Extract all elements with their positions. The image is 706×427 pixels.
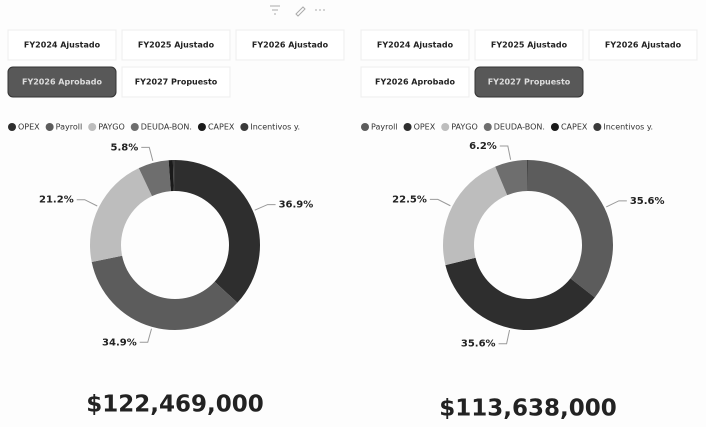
data-label: 22.5% (392, 194, 427, 205)
leader-line (498, 329, 511, 345)
filter-button[interactable] (474, 29, 584, 61)
legend-swatch (483, 123, 492, 131)
filter-button[interactable] (121, 66, 231, 98)
legend-label: Payroll (56, 123, 83, 132)
filter-label[interactable]: FY2026 Aprobado (22, 78, 103, 87)
filter-label[interactable]: FY2024 Ajustado (377, 41, 454, 50)
legend-label: PAYGO (98, 123, 125, 132)
donut-slice (443, 166, 508, 266)
filter-button[interactable] (7, 66, 117, 98)
data-label: 36.9% (279, 200, 314, 211)
filter-label[interactable]: FY2027 Propuesto (135, 78, 218, 87)
legend-label: Incentivos y. (603, 123, 653, 132)
donut-slice (445, 257, 595, 330)
filter-icon (270, 5, 280, 15)
donut-slice (528, 160, 613, 298)
data-label: 21.2% (39, 195, 74, 206)
data-label: 5.8% (111, 142, 139, 153)
legend-swatch (240, 123, 249, 131)
legend-label: Incentivos y. (250, 123, 300, 132)
filter-label[interactable]: FY2025 Ajustado (138, 41, 215, 50)
legend-swatch (550, 123, 559, 131)
filter-button[interactable] (360, 29, 470, 61)
legend-swatch (361, 123, 369, 131)
data-label: 6.2% (469, 141, 497, 152)
filter-label[interactable]: FY2026 Aprobado (375, 78, 456, 87)
legend-label: OPEX (18, 123, 40, 132)
donut-slice (91, 255, 238, 330)
leader-line (254, 204, 276, 211)
leader-line (606, 200, 627, 208)
legend-swatch (593, 123, 602, 131)
filter-label[interactable]: FY2027 Propuesto (488, 78, 571, 87)
legend-label: CAPEX (561, 123, 588, 132)
legend-swatch (130, 123, 139, 131)
data-label: 35.6% (461, 339, 496, 350)
total-amount: $122,469,000 (86, 392, 264, 418)
legend-label: Payroll (371, 123, 398, 132)
filter-button[interactable] (121, 29, 231, 61)
filter-button[interactable] (474, 66, 584, 98)
legend-swatch (8, 123, 16, 131)
leader-line (76, 199, 98, 207)
donut-slice (175, 160, 261, 303)
legend-swatch (441, 123, 450, 131)
donut-slice (527, 160, 528, 192)
toolbar-icons (270, 5, 325, 17)
donut-slice (90, 168, 153, 262)
legend-swatch (45, 123, 54, 131)
data-label: 34.9% (102, 337, 137, 348)
legend-label: PAYGO (451, 123, 478, 132)
filter-button[interactable] (588, 29, 698, 61)
legend-label: CAPEX (208, 123, 235, 132)
filter-button[interactable] (235, 29, 345, 61)
focus-icon (295, 6, 306, 17)
donut-slice (138, 160, 171, 197)
filter-label[interactable]: FY2026 Ajustado (252, 41, 329, 50)
donut-slice (172, 160, 175, 192)
donut-slice (168, 160, 174, 192)
filter-button[interactable] (7, 29, 117, 61)
leader-line (141, 146, 154, 161)
legend-swatch (403, 123, 412, 131)
total-amount: $113,638,000 (439, 396, 617, 422)
leader-line (499, 145, 512, 160)
data-label: 35.6% (630, 196, 665, 207)
legend-label: DEUDA-BON. (494, 123, 545, 132)
filter-label[interactable]: FY2024 Ajustado (24, 41, 101, 50)
leader-line (429, 198, 451, 207)
donut-slice (495, 160, 528, 196)
legend-swatch (197, 123, 206, 131)
legend-swatch (88, 123, 97, 131)
legend-label: DEUDA-BON. (141, 123, 192, 132)
filter-button[interactable] (360, 66, 470, 98)
legend-label: OPEX (414, 123, 436, 132)
filter-label[interactable]: FY2026 Ajustado (605, 41, 682, 50)
leader-line (139, 328, 152, 343)
filter-label[interactable]: FY2025 Ajustado (491, 41, 568, 50)
